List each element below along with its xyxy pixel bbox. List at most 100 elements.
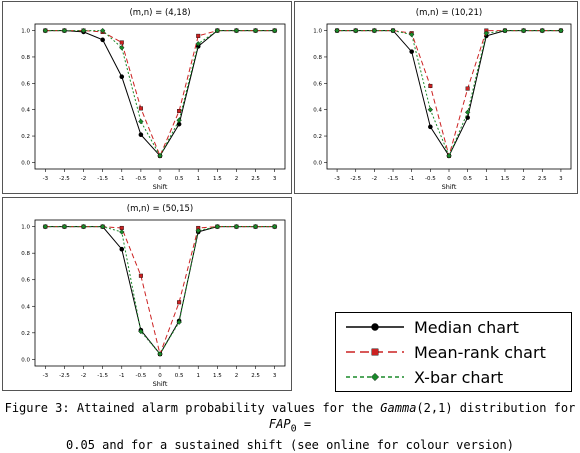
x-tick-label: 1 xyxy=(485,176,489,182)
x-tick-label: -3 xyxy=(334,176,340,182)
caption-equals: = xyxy=(296,417,312,431)
chart-panel-2: (m,n) = (10,21) -3 -2.5 -2 -1.5 -1 -0.5 0 0.5 1 1.… xyxy=(294,1,578,194)
x-tick-label: 0 xyxy=(158,176,162,182)
data-point xyxy=(233,223,240,230)
data-point xyxy=(138,132,144,138)
series-median-chart xyxy=(43,28,277,159)
series-line xyxy=(45,226,275,355)
series-line xyxy=(45,30,275,158)
x-tick-label: -1.5 xyxy=(97,176,108,182)
x-tick-label: 0 xyxy=(447,176,451,182)
legend-svg: Median chart Mean-rank chart X-bar chart xyxy=(346,318,546,387)
x-tick-label: 0.5 xyxy=(175,373,184,379)
x-tick-label: -0.5 xyxy=(425,176,436,182)
data-point xyxy=(80,223,87,230)
data-point xyxy=(252,223,259,230)
legend-marker xyxy=(370,372,380,382)
data-point xyxy=(176,121,182,127)
data-point xyxy=(61,223,68,230)
data-point xyxy=(119,225,124,230)
caption-fap-subscript: 0 xyxy=(290,423,297,435)
x-tick-label: -2 xyxy=(372,176,377,182)
data-point xyxy=(271,223,278,230)
y-tick-label: 1.0 xyxy=(313,29,322,35)
x-tick-label: 2.5 xyxy=(251,176,260,182)
caption-params: (2,1) distribution for xyxy=(416,401,576,415)
series-mean-rank-chart xyxy=(43,28,277,158)
x-axis-label: Shift xyxy=(442,183,457,191)
x-tick-label: 1 xyxy=(196,176,200,182)
x-tick-label: 0.5 xyxy=(175,176,184,182)
data-point xyxy=(483,30,489,36)
y-tick-label: 0.2 xyxy=(21,331,30,337)
data-point xyxy=(119,246,125,252)
legend-label: Mean-rank chart xyxy=(414,343,546,362)
data-point xyxy=(42,27,49,34)
y-tick-label: 1.0 xyxy=(21,225,30,231)
chart-svg-1: (m,n) = (4,18) -3 -2.5 -2 -1.5 -1 -0.5 0 0.5 1 1.5… xyxy=(21,8,286,191)
chart-panel-1: (m,n) = (4,18) -3 -2.5 -2 -1.5 -1 -0.5 0 0.5 1 1.5… xyxy=(2,1,292,194)
y-tick-label: 0.0 xyxy=(21,357,30,363)
y-tick-label: 0.0 xyxy=(21,160,30,166)
x-tick-label: -1 xyxy=(119,373,124,379)
y-tick-label: 0.8 xyxy=(21,251,30,257)
data-point xyxy=(119,74,125,80)
x-axis-label: Shift xyxy=(153,380,168,388)
plot-frame xyxy=(326,23,572,170)
y-tick-label: 0.2 xyxy=(21,134,30,140)
data-point xyxy=(119,40,124,45)
caption-fap: FAP xyxy=(268,417,291,431)
data-point xyxy=(138,328,144,335)
y-tick-label: 0.4 xyxy=(21,108,30,114)
caption-line-1: Figure 3: Attained alarm probability val… xyxy=(0,400,580,437)
data-point xyxy=(195,227,201,234)
data-point xyxy=(61,27,68,34)
data-point xyxy=(465,115,470,120)
x-axis-label: Shift xyxy=(153,183,168,191)
data-point xyxy=(214,27,221,34)
chart-title: (m,n) = (10,21) xyxy=(416,8,483,18)
data-point xyxy=(138,273,143,278)
series-line xyxy=(45,226,275,356)
legend-entry: Median chart xyxy=(346,318,519,337)
x-tick-label: 0 xyxy=(158,373,162,379)
series-mean-rank-chart xyxy=(335,28,563,158)
data-point xyxy=(539,27,545,34)
x-tick-label: -2.5 xyxy=(350,176,361,182)
data-point xyxy=(99,27,106,34)
y-tick-label: 0.6 xyxy=(21,278,30,284)
data-point xyxy=(271,27,278,34)
series-line xyxy=(45,30,275,157)
x-tick-label: 3 xyxy=(273,373,277,379)
y-tick-label: 1.0 xyxy=(21,29,30,35)
data-point xyxy=(177,108,182,113)
y-tick-label: 0.4 xyxy=(21,304,30,310)
legend-marker xyxy=(371,323,379,331)
data-point xyxy=(157,153,163,159)
y-tick-label: 0.4 xyxy=(313,108,322,114)
x-tick-label: -2.5 xyxy=(59,176,70,182)
x-tick-label: -0.5 xyxy=(136,373,147,379)
data-point xyxy=(428,124,433,130)
data-point xyxy=(502,27,508,34)
series-median-chart xyxy=(43,224,277,357)
y-tick-label: 0.6 xyxy=(313,81,322,87)
y-tick-label: 0.8 xyxy=(21,55,30,61)
data-point xyxy=(464,109,471,116)
x-tick-label: -1 xyxy=(119,176,124,182)
x-tick-label: 3 xyxy=(559,176,563,182)
caption-line-2: 0.05 and for a sustained shift (see onli… xyxy=(66,438,514,453)
y-tick-label: 0.0 xyxy=(313,160,322,166)
y-tick-label: 0.6 xyxy=(21,81,30,87)
y-tick-label: 0.8 xyxy=(313,55,322,61)
data-point xyxy=(409,49,414,54)
y-tick-label: 0.2 xyxy=(313,134,322,140)
x-tick-label: -1.5 xyxy=(97,373,108,379)
x-tick-label: 2 xyxy=(235,373,239,379)
x-tick-label: 1.5 xyxy=(213,373,222,379)
data-point xyxy=(119,45,125,51)
series-x-bar-chart xyxy=(42,27,278,159)
series-line xyxy=(337,30,561,158)
data-point xyxy=(252,27,259,34)
series-line xyxy=(45,226,275,355)
